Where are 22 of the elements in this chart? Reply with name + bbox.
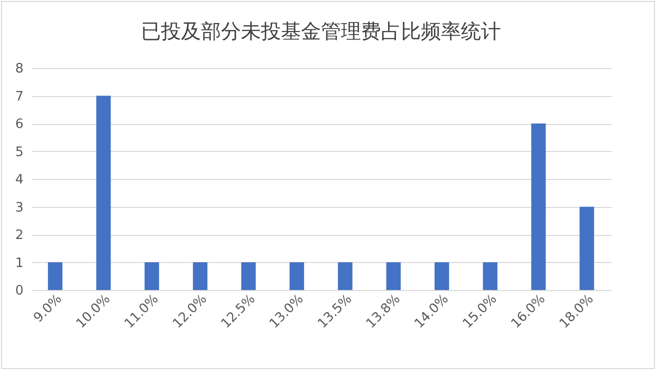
y-tick-label: 7: [15, 89, 24, 104]
y-tick-label: 8: [15, 62, 24, 76]
y-tick-label: 6: [15, 117, 24, 132]
bar: [434, 262, 450, 290]
bar: [96, 96, 111, 290]
bar: [290, 262, 304, 290]
y-tick-label: 3: [15, 200, 24, 216]
bar: [241, 262, 256, 290]
bar: [386, 262, 401, 290]
chart-title: 已投及部分未投基金管理费占比频率统计: [141, 19, 501, 43]
y-tick-label: 2: [15, 228, 24, 243]
bar: [482, 262, 498, 290]
bar: [144, 262, 160, 290]
bar: [531, 124, 546, 290]
bar: [580, 206, 594, 290]
bar: [192, 262, 208, 290]
bar: [48, 262, 62, 290]
y-tick-label: 4: [15, 172, 24, 188]
y-tick-label: 1: [15, 256, 24, 271]
bar: [338, 262, 352, 290]
y-tick-label: 5: [15, 144, 24, 160]
y-tick-label: 0: [15, 284, 24, 298]
